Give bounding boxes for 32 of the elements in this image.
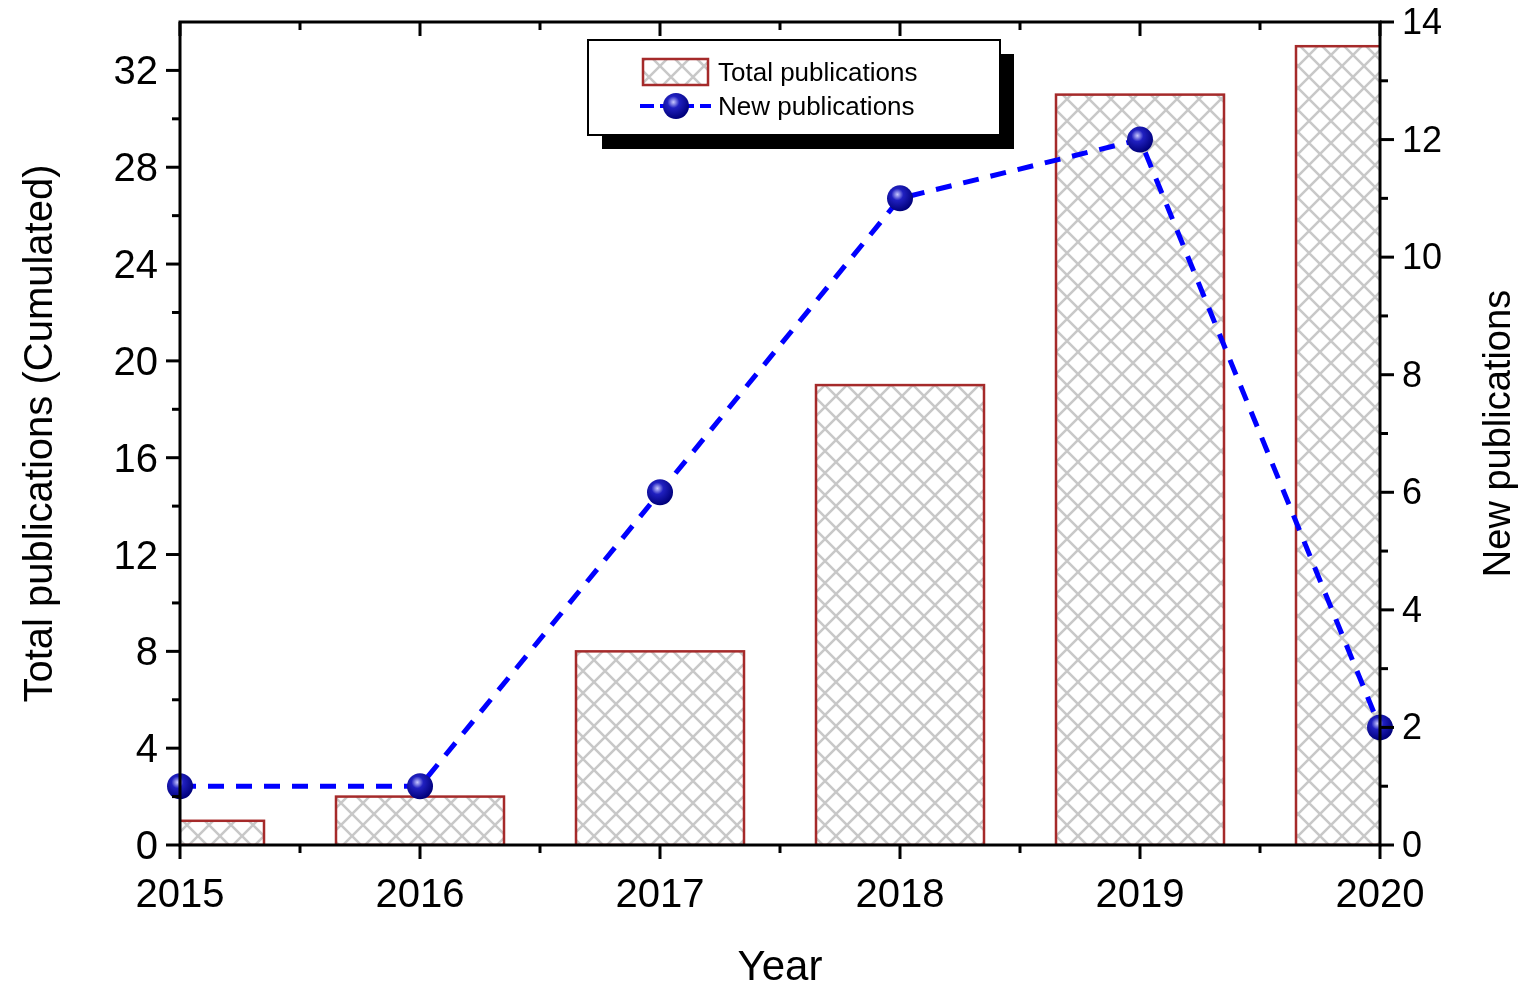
y2-tick-label: 14 <box>1402 1 1443 42</box>
legend-label: Total publications <box>718 57 918 87</box>
x-tick-label: 2016 <box>375 871 465 915</box>
x-tick-label: 2020 <box>1335 871 1425 915</box>
x-axis-title: Year <box>737 942 823 985</box>
y-tick-label: 0 <box>135 823 158 867</box>
point <box>887 185 913 212</box>
y2-tick-label: 4 <box>1402 588 1423 630</box>
y-tick-label: 12 <box>113 532 158 577</box>
y-tick-label: 24 <box>113 242 158 287</box>
x-tick-label: 2018 <box>855 871 945 915</box>
y-tick-label: 32 <box>113 48 158 93</box>
point <box>407 773 433 800</box>
y2-tick-label: 10 <box>1402 236 1443 278</box>
y-tick-label: 20 <box>113 338 158 383</box>
x-tick-label: 2019 <box>1095 871 1185 915</box>
y2-tick-label: 0 <box>1402 824 1423 865</box>
x-tick-label: 2015 <box>135 871 225 915</box>
point <box>1127 126 1153 153</box>
y-tick-label: 28 <box>113 145 158 190</box>
y-tick-label: 16 <box>113 435 158 480</box>
x-tick-label: 2017 <box>615 871 705 915</box>
y2-axis-title: New publications <box>1476 289 1518 578</box>
legend-label: New publications <box>718 91 915 121</box>
y-axis-title: Total publications (Cumulated) <box>16 164 60 703</box>
y2-tick-label: 8 <box>1402 353 1423 395</box>
y-tick-label: 4 <box>135 726 158 771</box>
point <box>647 479 673 506</box>
y2-tick-label: 2 <box>1402 706 1423 748</box>
y2-tick-label: 6 <box>1402 471 1423 513</box>
y2-tick-label: 12 <box>1402 118 1443 160</box>
y-tick-label: 8 <box>135 629 158 674</box>
